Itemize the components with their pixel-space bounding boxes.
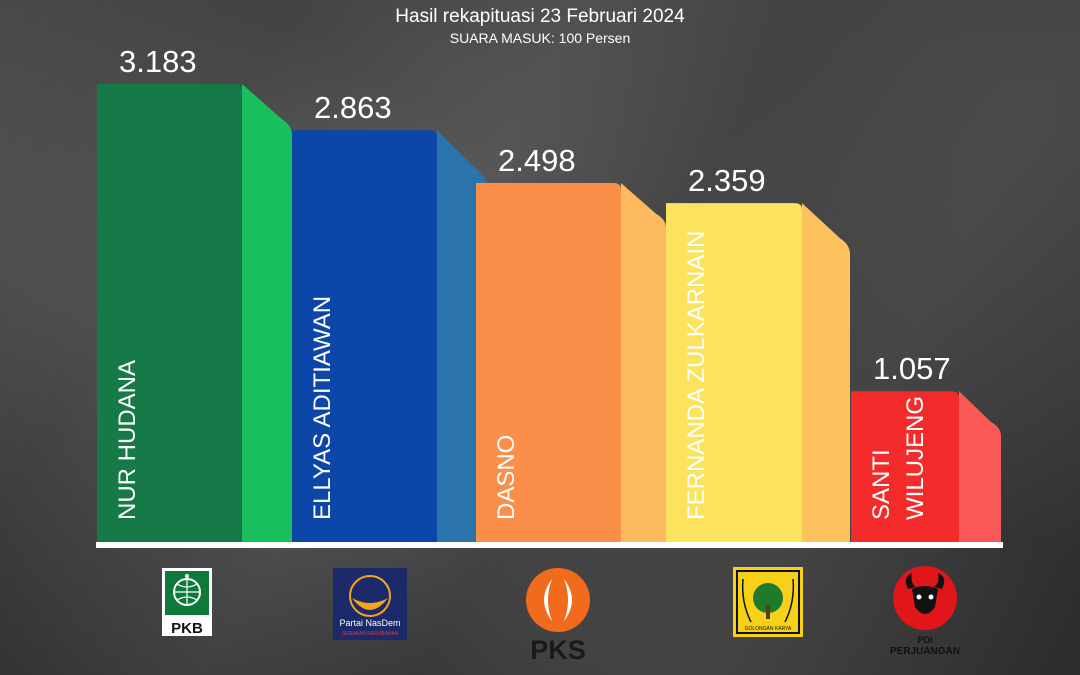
value-label-4: 2.359	[688, 163, 766, 198]
name-label-2: ELLYAS ADITIAWAN	[309, 296, 336, 520]
name-label-5-line-1: SANTI	[868, 449, 895, 520]
bar-2	[292, 130, 437, 545]
chart-title: Hasil rekapituasi 23 Februari 2024	[395, 6, 685, 27]
bar-4	[666, 203, 802, 544]
name-label-5-line-2: WILUJENG	[902, 396, 929, 520]
chart-baseline	[96, 542, 1003, 548]
name-label-1: NUR HUDANA	[114, 360, 141, 520]
bar-1	[97, 84, 242, 544]
bar-side-2	[437, 130, 487, 545]
value-label-1: 3.183	[119, 44, 197, 79]
pkb-logo-icon: PKB	[162, 568, 212, 637]
value-label-3: 2.498	[498, 143, 576, 178]
pdi-logo-text: PDI	[917, 635, 932, 645]
name-label-3: DASNO	[493, 435, 520, 520]
pdi-logo-text-2: PERJUANGAN	[890, 646, 960, 657]
bar-side-5	[959, 391, 1001, 544]
bar-side-4	[802, 203, 850, 544]
pks-logo-icon: PKS	[522, 567, 594, 665]
golkar-logo-icon: GOLONGAN KARYA	[733, 567, 803, 637]
pks-logo-text: PKS	[530, 635, 586, 663]
bar-3	[476, 182, 621, 544]
value-label-2: 2.863	[314, 90, 392, 125]
pdi-perjuangan-logo-icon: PDI PERJUANGAN	[888, 565, 966, 657]
bar-side-1	[242, 84, 292, 544]
name-label-4: FERNANDA ZULKARNAIN	[683, 231, 710, 520]
nasdem-tagline: GERAKAN PERUBAHAN	[342, 631, 399, 637]
nasdem-logo-icon: Partai NasDem GERAKAN PERUBAHAN	[333, 568, 407, 640]
pkb-logo-text: PKB	[171, 620, 203, 636]
golkar-logo-text: GOLONGAN KARYA	[745, 626, 792, 632]
nasdem-logo-text: Partai NasDem	[339, 618, 400, 628]
bar-side-3	[621, 182, 666, 544]
value-label-5: 1.057	[873, 351, 951, 386]
bar-5	[851, 391, 959, 544]
chart-subtitle: SUARA MASUK: 100 Persen	[449, 30, 631, 46]
